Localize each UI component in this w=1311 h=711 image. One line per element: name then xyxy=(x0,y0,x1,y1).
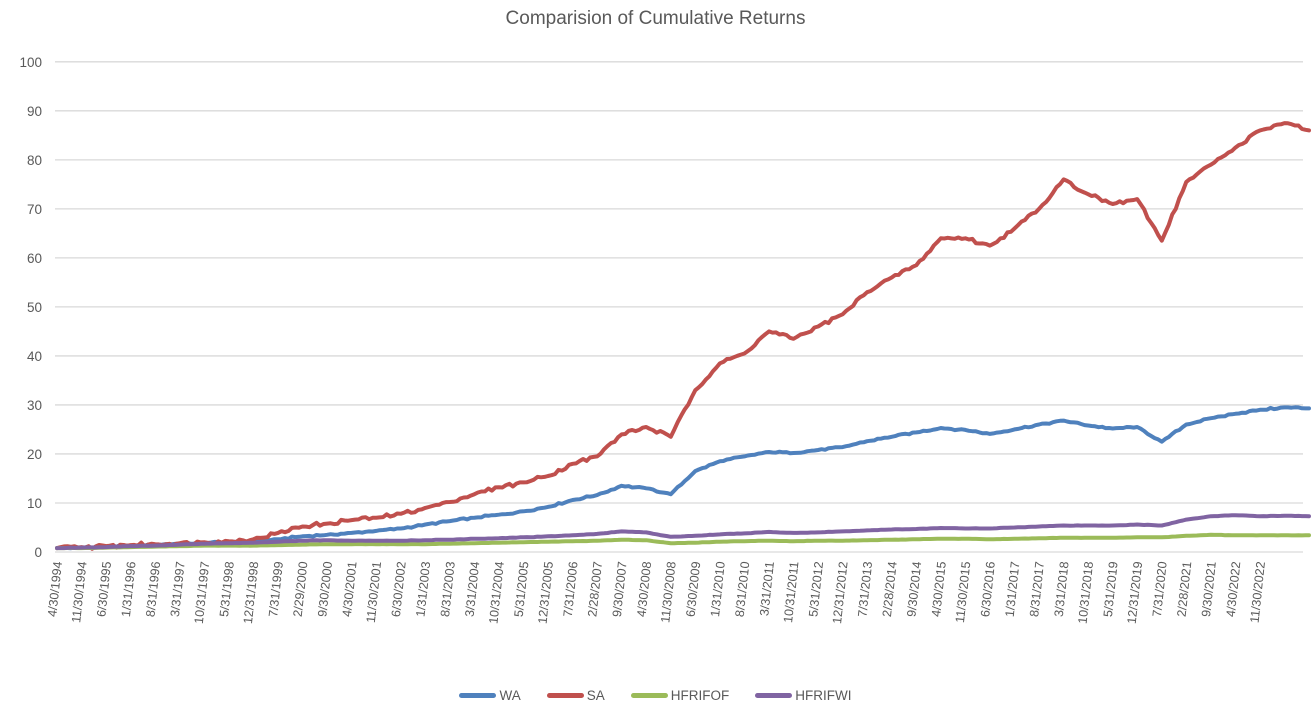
x-tick-label: 2/29/2000 xyxy=(291,561,311,618)
legend-label-hfrifof: HFRIFOF xyxy=(670,688,730,703)
x-tick-label: 12/31/2012 xyxy=(830,561,850,625)
legend-item-hfrifof: HFRIFOF xyxy=(630,688,730,703)
legend-item-hfrifwi: HFRIFWI xyxy=(755,688,852,703)
x-tick-label: 10/31/2004 xyxy=(486,561,506,625)
x-tick-label: 7/31/2013 xyxy=(855,561,875,618)
x-tick-label: 5/31/2019 xyxy=(1101,561,1121,618)
chart-title: Comparision of Cumulative Returns xyxy=(505,8,806,29)
x-tick-label: 1/31/2003 xyxy=(413,561,433,618)
y-tick-label: 10 xyxy=(27,496,42,511)
x-tick-label: 4/30/2001 xyxy=(340,561,360,618)
x-tick-label: 4/30/2022 xyxy=(1224,561,1244,618)
legend-item-wa: WA xyxy=(459,688,521,703)
x-tick-label: 6/30/2016 xyxy=(978,561,998,618)
x-tick-label: 8/31/2003 xyxy=(438,561,458,618)
series-line-sa xyxy=(55,121,1311,551)
x-tick-label: 12/31/1998 xyxy=(241,561,261,625)
x-tick-label: 12/31/2005 xyxy=(536,561,556,625)
x-tick-label: 3/31/2004 xyxy=(463,561,483,618)
x-tick-label: 12/31/2019 xyxy=(1125,561,1145,625)
x-tick-label: 3/31/2011 xyxy=(757,561,777,617)
legend-swatch-sa xyxy=(546,693,584,698)
legend-swatch-hfrifwi xyxy=(755,693,793,698)
y-tick-label: 80 xyxy=(27,153,42,168)
x-tick-label: 9/30/2007 xyxy=(610,561,630,618)
y-tick-label: 100 xyxy=(19,55,42,70)
y-tick-label: 30 xyxy=(27,398,42,413)
series-line-hfrifwi xyxy=(55,513,1311,551)
y-tick-label: 40 xyxy=(27,349,42,364)
x-tick-label: 1/31/2017 xyxy=(1003,561,1023,618)
gridlines xyxy=(55,61,1303,553)
x-tick-label: 8/31/2017 xyxy=(1027,561,1047,618)
x-tick-label: 10/31/1997 xyxy=(192,561,212,625)
x-tick-label: 6/30/2002 xyxy=(389,561,409,618)
x-tick-label: 11/30/2008 xyxy=(658,561,678,624)
x-tick-label: 11/30/2022 xyxy=(1248,561,1268,624)
x-tick-label: 4/30/2015 xyxy=(929,561,949,618)
x-tick-label: 5/31/1998 xyxy=(217,561,237,618)
x-tick-label: 6/30/1995 xyxy=(94,561,114,618)
y-tick-label: 50 xyxy=(27,300,42,315)
x-tick-label: 5/31/2012 xyxy=(806,561,826,618)
x-tick-label: 3/31/1997 xyxy=(168,561,188,618)
x-tick-label: 10/31/2011 xyxy=(781,561,801,624)
y-axis-labels: 0 10 20 30 40 50 60 70 80 90 100 xyxy=(19,55,42,560)
legend-label-hfrifwi: HFRIFWI xyxy=(795,688,852,703)
x-tick-label: 11/30/1994 xyxy=(69,561,89,624)
x-tick-label: 3/31/2018 xyxy=(1052,561,1072,618)
series-lines xyxy=(55,121,1311,551)
x-tick-label: 1/31/1996 xyxy=(119,561,139,618)
x-tick-label: 4/30/2008 xyxy=(634,561,654,618)
x-tick-label: 8/31/1996 xyxy=(143,561,163,618)
x-tick-label: 5/31/2005 xyxy=(512,561,532,618)
x-tick-label: 11/30/2001 xyxy=(364,561,384,624)
y-tick-label: 90 xyxy=(27,104,42,119)
series-line-hfrifof xyxy=(55,532,1311,551)
x-tick-label: 11/30/2015 xyxy=(953,561,973,624)
x-tick-label: 8/31/2010 xyxy=(733,561,753,618)
x-tick-label: 4/30/1994 xyxy=(45,561,65,618)
x-tick-label: 7/31/1999 xyxy=(266,561,286,618)
x-tick-label: 9/30/2000 xyxy=(315,561,335,618)
legend-swatch-hfrifof xyxy=(630,693,668,698)
chart-legend: WA SA HFRIFOF HFRIFWI xyxy=(0,688,1311,703)
series-line-wa xyxy=(55,405,1311,551)
y-tick-label: 0 xyxy=(34,545,42,560)
y-tick-label: 60 xyxy=(27,251,42,266)
x-tick-label: 10/31/2018 xyxy=(1076,561,1096,625)
legend-label-sa: SA xyxy=(586,688,605,703)
x-tick-label: 9/30/2014 xyxy=(904,561,924,618)
x-tick-label: 7/31/2006 xyxy=(561,561,581,618)
x-tick-label: 2/28/2007 xyxy=(585,561,605,618)
y-tick-label: 70 xyxy=(27,202,42,217)
legend-label-wa: WA xyxy=(499,688,521,703)
x-tick-label: 9/30/2021 xyxy=(1199,561,1219,618)
x-axis-labels: 4/30/1994 11/30/1994 6/30/1995 1/31/1996 8/3… xyxy=(45,561,1268,625)
x-tick-label: 2/28/2014 xyxy=(880,561,900,618)
x-tick-label: 7/31/2020 xyxy=(1150,561,1170,618)
legend-item-sa: SA xyxy=(546,688,605,703)
x-tick-label: 1/31/2010 xyxy=(708,561,728,618)
legend-swatch-wa xyxy=(459,693,497,698)
y-tick-label: 20 xyxy=(27,447,42,462)
x-tick-label: 6/30/2009 xyxy=(684,561,704,618)
x-tick-label: 2/28/2021 xyxy=(1175,561,1195,618)
